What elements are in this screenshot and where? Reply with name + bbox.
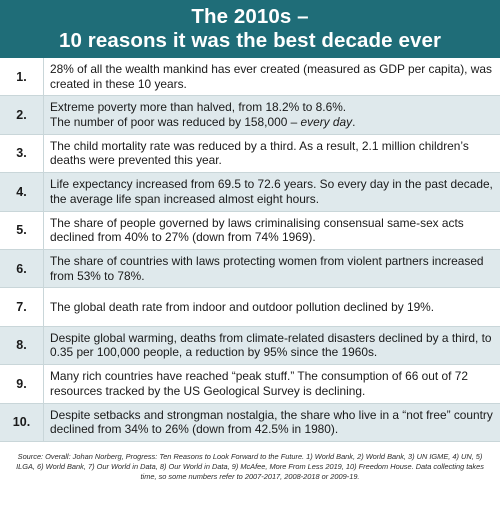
item-text: The global death rate from indoor and ou…: [50, 299, 435, 314]
page-header: The 2010s – 10 reasons it was the best d…: [0, 0, 500, 58]
list-item: 2. Extreme poverty more than halved, fro…: [0, 96, 500, 135]
list-item: 9. Many rich countries have reached “pea…: [0, 365, 500, 404]
list-item: 4. Life expectancy increased from 69.5 t…: [0, 173, 500, 212]
item-text: Many rich countries have reached “peak s…: [50, 369, 468, 398]
item-text-fragment: The number of poor was reduced by 158,00…: [50, 115, 301, 130]
page-title: The 2010s –: [191, 5, 309, 28]
item-number: 8.: [0, 326, 44, 365]
list-item: 8. Despite global warming, deaths from c…: [0, 326, 500, 366]
list-item: 10. Despite setbacks and strongman nosta…: [0, 403, 500, 442]
list-item: 3. The child mortality rate was reduced …: [0, 134, 500, 174]
source-note: Source: Overall: Johan Norberg, Progress…: [16, 452, 484, 482]
item-text-fragment: .: [352, 115, 356, 130]
item-number: 1.: [0, 58, 44, 96]
item-text: The child mortality rate was reduced by …: [50, 138, 469, 168]
item-text: The share of countries with laws protect…: [50, 254, 484, 283]
item-text: 28% of all the wealth mankind has ever c…: [50, 62, 492, 91]
reasons-list: 1. 28% of all the wealth mankind has eve…: [0, 58, 500, 442]
item-text-line: The number of poor was reduced by 158,00…: [50, 115, 494, 130]
item-number: 4.: [0, 173, 44, 211]
list-item: 6. The share of countries with laws prot…: [0, 249, 500, 289]
list-item: 7. The global death rate from indoor and…: [0, 288, 500, 327]
item-text: Life expectancy increased from 69.5 to 7…: [50, 177, 493, 206]
list-item: 1. 28% of all the wealth mankind has eve…: [0, 58, 500, 97]
item-number: 9.: [0, 365, 44, 403]
item-text: Despite setbacks and strongman nostalgia…: [50, 407, 493, 437]
item-number: 2.: [0, 96, 44, 134]
item-text-line: Extreme poverty more than halved, from 1…: [50, 100, 347, 115]
item-text: Despite global warming, deaths from clim…: [50, 330, 492, 360]
item-number: 5.: [0, 211, 44, 249]
item-number: 10.: [0, 403, 44, 441]
item-number: 3.: [0, 134, 44, 173]
list-item: 5. The share of people governed by laws …: [0, 211, 500, 250]
item-number: 7.: [0, 288, 44, 326]
item-text-emphasis: every day: [300, 115, 353, 130]
item-text: The share of people governed by laws cri…: [50, 215, 464, 245]
item-text: Extreme poverty more than halved, from 1…: [44, 96, 500, 133]
item-number: 6.: [0, 249, 44, 288]
page-subtitle: 10 reasons it was the best decade ever: [58, 29, 442, 52]
